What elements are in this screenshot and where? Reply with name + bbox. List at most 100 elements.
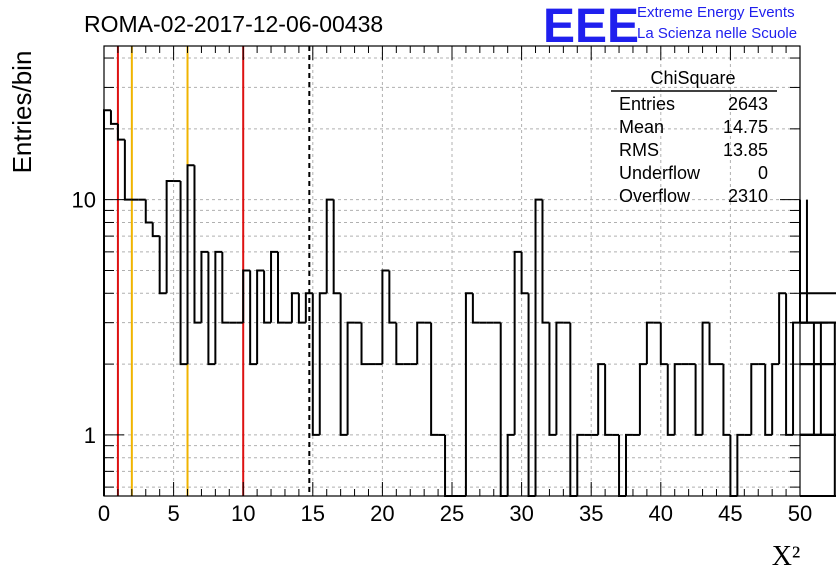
histogram-bin	[800, 363, 836, 366]
histogram-bin	[200, 250, 209, 323]
histogram-bin	[800, 322, 836, 497]
histogram-bin	[750, 363, 759, 435]
logo-line-1: Extreme Energy Events	[637, 4, 795, 21]
histogram-bin	[527, 293, 536, 497]
histogram-bin	[207, 251, 216, 366]
histogram-bin	[736, 433, 745, 496]
histogram-bin	[339, 293, 348, 436]
histogram-bin	[800, 433, 836, 436]
histogram-bin	[576, 433, 585, 496]
histogram-bin	[520, 251, 529, 295]
histogram-bin	[645, 321, 654, 365]
x-tick-label: 45	[718, 501, 742, 526]
histogram-bin	[464, 292, 473, 496]
eee-logo: EEE Extreme Energy Events La Scienza nel…	[543, 0, 797, 53]
histogram-bin	[771, 363, 780, 435]
histogram-bin	[270, 250, 278, 323]
histogram-bin	[471, 293, 480, 324]
stats-underflow-label: Underflow	[619, 163, 701, 183]
x-tick-label: 40	[649, 501, 673, 526]
histogram-bin	[318, 292, 327, 435]
stats-entries-value: 2643	[728, 94, 768, 114]
histogram-bin	[116, 123, 125, 141]
histogram-bin	[144, 199, 153, 224]
histogram-bin	[214, 250, 223, 365]
histogram-bin	[158, 236, 167, 295]
histogram-bin	[277, 251, 285, 324]
histogram-bin	[513, 250, 522, 435]
x-tick-label: 25	[440, 501, 464, 526]
histogram-bin	[123, 139, 132, 201]
y-tick-label: 1	[84, 423, 96, 448]
histogram-bin	[625, 433, 633, 496]
histogram-bin	[694, 364, 703, 436]
x-tick-label: 30	[509, 501, 533, 526]
stats-box: ChiSquare Entries 2643 Mean 14.75 RMS 13…	[611, 68, 777, 206]
x-tick-label: 35	[579, 501, 603, 526]
histogram-bin	[360, 322, 369, 366]
histogram-bin	[151, 222, 160, 238]
histogram-bin	[416, 321, 425, 365]
histogram-bin	[297, 293, 306, 324]
stats-mean-label: Mean	[619, 117, 664, 137]
histogram-bin	[555, 321, 564, 435]
histogram-bin	[800, 321, 836, 324]
histogram-bin	[778, 292, 787, 365]
x-tick-label: 15	[301, 501, 325, 526]
histogram-bin	[666, 364, 675, 436]
histogram-bin	[800, 321, 822, 435]
histogram-bin	[597, 363, 606, 435]
x-axis-label: X²	[772, 541, 801, 572]
histogram-bin	[304, 292, 313, 323]
histogram-bin	[800, 495, 836, 497]
x-tick-label: 10	[231, 501, 255, 526]
histogram-bin	[332, 199, 341, 295]
histogram-bin	[800, 433, 836, 436]
x-tick-label: 20	[370, 501, 394, 526]
histogram-bin	[569, 322, 578, 497]
histogram-bin	[800, 199, 808, 324]
histogram-bin	[548, 322, 557, 436]
stats-overflow-label: Overflow	[619, 186, 691, 206]
histogram-bin	[800, 321, 836, 324]
stats-rms-value: 13.85	[723, 140, 768, 160]
logo-line-2: La Scienza nelle Scuole	[637, 25, 797, 42]
histogram-bin	[800, 433, 836, 436]
histogram-bin	[381, 269, 390, 365]
histogram-bin	[764, 364, 773, 436]
x-tick-label: 50	[788, 501, 812, 526]
x-tick-label: 5	[167, 501, 179, 526]
histogram-bin	[701, 321, 710, 435]
histogram-bin	[290, 292, 299, 323]
y-tick-label: 10	[72, 188, 96, 213]
histogram-bin	[534, 198, 543, 496]
histogram-bin	[165, 180, 174, 294]
stats-entries-label: Entries	[619, 94, 675, 114]
histogram-bin	[499, 322, 508, 497]
histogram-bin	[430, 322, 439, 436]
histogram-bin	[311, 293, 320, 436]
histogram-bin	[221, 251, 230, 324]
histogram-bin	[346, 321, 355, 435]
reference-lines	[116, 46, 311, 496]
histogram-bin	[186, 164, 195, 365]
histogram-bin	[506, 433, 515, 496]
grid	[103, 46, 801, 496]
histogram-bin	[395, 322, 404, 366]
histogram-bin	[325, 198, 334, 294]
eee-logo-mark: EEE	[543, 0, 639, 53]
stats-title: ChiSquare	[650, 68, 735, 88]
histogram-bin	[800, 322, 815, 436]
histogram-bin	[673, 363, 682, 435]
x-tick-label: 0	[98, 501, 110, 526]
y-axis-label: Entries/bin	[7, 51, 37, 174]
stats-rms-label: RMS	[619, 140, 659, 160]
histogram-bin	[792, 321, 800, 435]
histogram-bin	[388, 270, 397, 324]
stats-overflow-value: 2310	[728, 186, 768, 206]
histogram-bin	[242, 269, 251, 323]
axis-ticks: 0 5 10 15 20 25 30 35 40 45 50 1 10	[72, 46, 812, 526]
histogram-bin	[109, 110, 118, 125]
histogram-bin	[638, 363, 647, 435]
